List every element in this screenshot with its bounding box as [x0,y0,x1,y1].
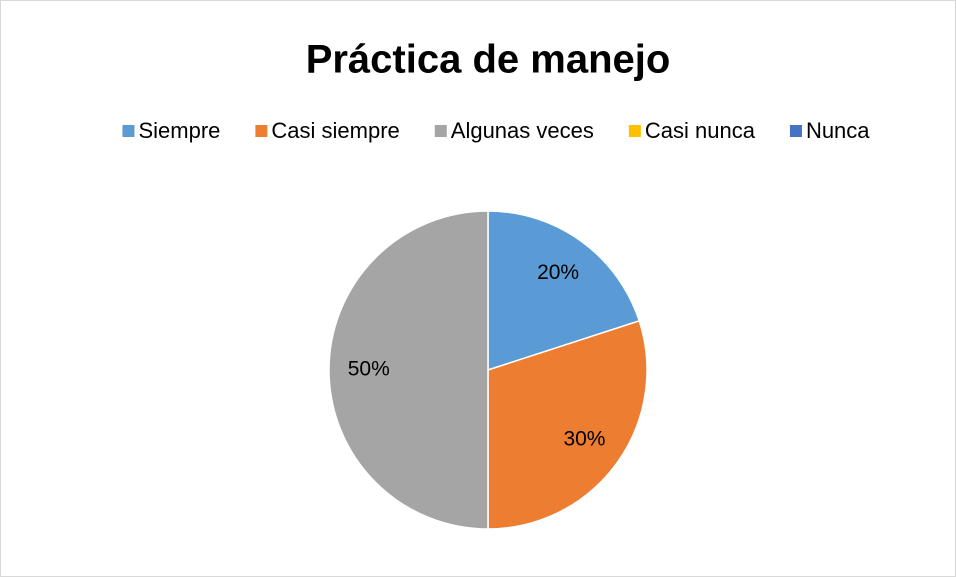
legend-swatch [122,125,135,137]
legend-swatch [789,125,802,137]
legend-label: Nunca [806,118,870,143]
data-label: 20% [537,261,579,284]
legend-label: Siempre [138,118,220,143]
legend-label: Algunas veces [451,118,594,143]
data-label: 30% [563,428,605,451]
pie-slice [328,210,489,530]
legend-swatch [255,125,268,137]
data-label: 50% [348,358,390,381]
legend-label: Casi nunca [645,118,756,143]
legend-label: Casi siempre [271,118,399,143]
legend-swatch [628,125,641,137]
pie-slice [487,319,648,530]
chart-title: Práctica de manejo [306,38,671,82]
legend-swatch [434,125,447,137]
pie-slice [487,210,641,372]
